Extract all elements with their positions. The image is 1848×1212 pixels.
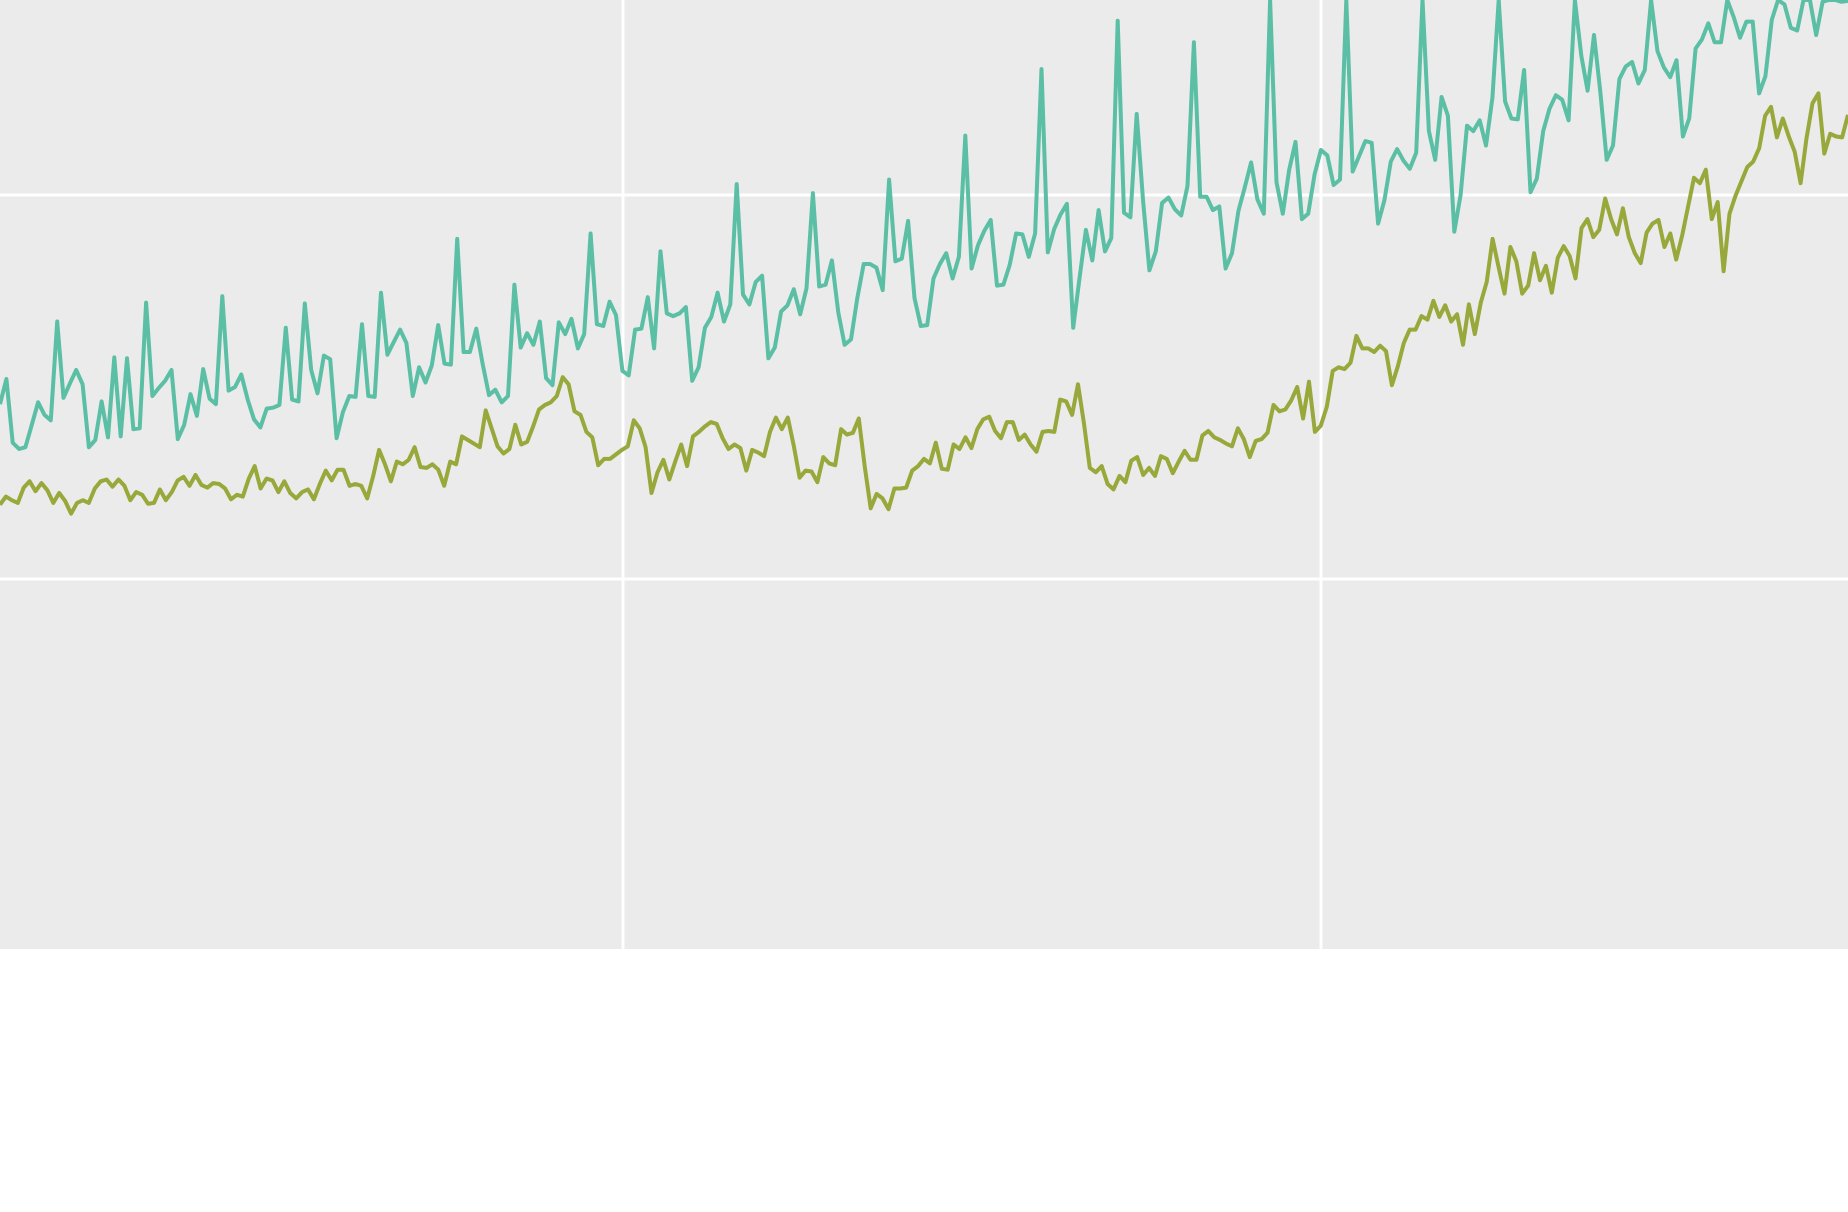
series-line-0 <box>0 0 1848 451</box>
series-lines <box>0 0 1848 516</box>
plot-panel <box>0 0 1848 949</box>
gridlines <box>0 0 1848 949</box>
series-line-1 <box>0 91 1848 516</box>
